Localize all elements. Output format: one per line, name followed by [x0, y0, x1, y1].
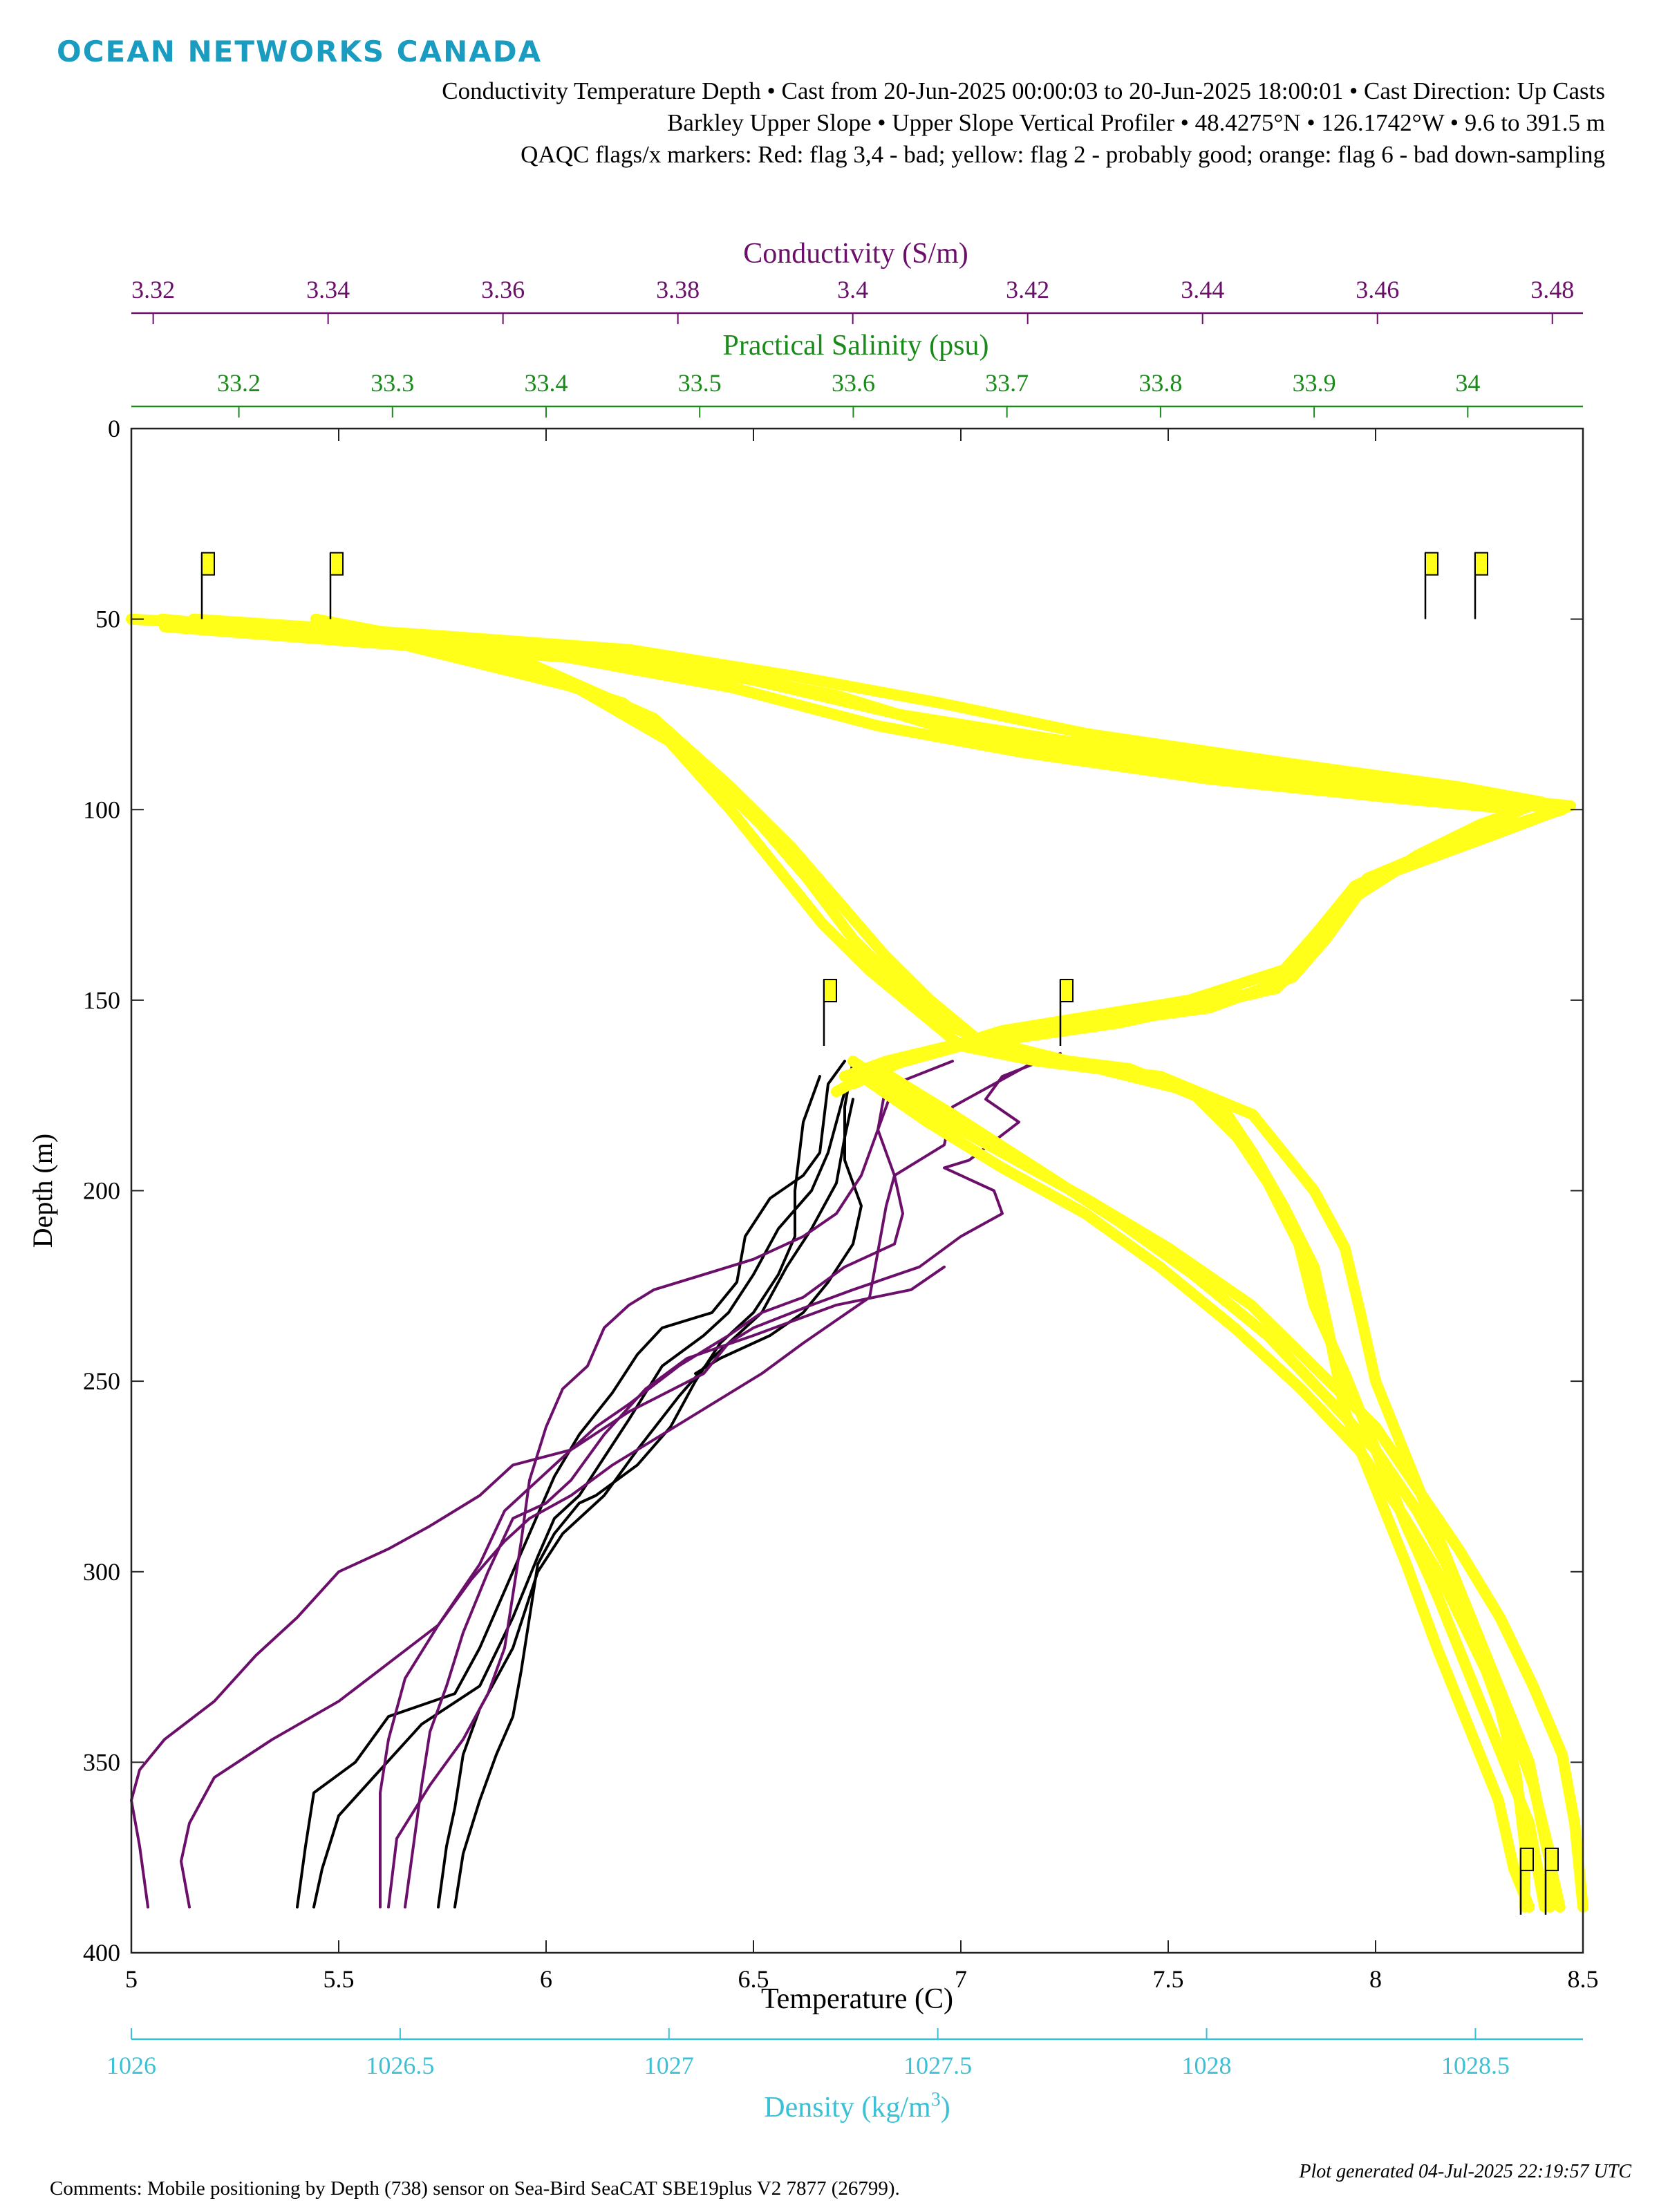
salinity-axis-label: Practical Salinity (psu): [723, 330, 989, 362]
y-axis-label: Depth (m): [27, 1134, 58, 1248]
temperature-tick-label: 7.5: [1153, 1965, 1184, 1993]
temperature-tick-label: 8: [1369, 1965, 1382, 1993]
ocean-networks-canada-logo: OCEAN NETWORKS CANADA: [57, 35, 543, 68]
header-line-3: QAQC flags/x markers: Red: flag 3,4 - ba…: [521, 141, 1605, 168]
qaqc-flag-6: [1059, 979, 1074, 1047]
y-tick-label: 0: [108, 415, 120, 442]
comments-text: Comments: Mobile positioning by Depth (7…: [50, 2177, 900, 2200]
flags-layer: [200, 552, 1559, 1915]
flag-marker: [1545, 1847, 1559, 1871]
series-line-19: [233, 621, 1535, 1913]
salinity-tick-label: 33.8: [1138, 369, 1182, 397]
y-tick-label: 50: [95, 606, 120, 633]
density-tick-label: 1027.5: [903, 2052, 972, 2079]
header-line-1: Conductivity Temperature Depth • Cast fr…: [442, 77, 1605, 104]
salinity-tick-label: 33.2: [217, 369, 261, 397]
header-line-2: Barkley Upper Slope • Upper Slope Vertic…: [667, 109, 1605, 136]
y-tick-label: 250: [83, 1367, 120, 1395]
plot-generated-text: Plot generated 04-Jul-2025 22:19:57 UTC: [1299, 2161, 1631, 2182]
series-line-6: [130, 1052, 1062, 1909]
series-line-9: [387, 1082, 888, 1909]
y-tick-label: 100: [83, 796, 120, 823]
flag-marker: [1520, 1847, 1534, 1871]
flag-marker: [823, 979, 837, 1003]
series-line-7: [180, 1060, 1037, 1909]
series-line-2: [312, 1090, 846, 1909]
qaqc-flag-4: [1474, 552, 1488, 619]
series-line-4: [453, 1075, 821, 1909]
qaqc-flag-5: [823, 979, 837, 1047]
qaqc-flag-7: [1519, 1847, 1534, 1915]
series-line-10: [404, 1265, 946, 1909]
conductivity-axis-label: Conductivity (S/m): [743, 238, 968, 270]
conductivity-tick-label: 3.36: [481, 276, 525, 303]
series-line-3: [437, 1098, 854, 1909]
qaqc-flag-8: [1544, 1847, 1559, 1915]
density-tick-label: 1026: [106, 2052, 156, 2079]
conductivity-tick-label: 3.46: [1356, 276, 1399, 303]
salinity-tick-label: 33.6: [832, 369, 875, 397]
series-line-18: [156, 613, 1566, 1913]
salinity-tick-label: 33.4: [525, 369, 568, 397]
conductivity-tick-label: 3.44: [1181, 276, 1224, 303]
series-line-13: [188, 613, 1547, 1082]
salinity-tick-label: 33.3: [371, 369, 414, 397]
series-line-15: [847, 1056, 1588, 1913]
flag-marker: [1060, 979, 1074, 1003]
temperature-tick-label: 6: [540, 1965, 552, 1993]
qaqc-flag-1: [200, 552, 215, 619]
density-axis-label: Density (kg/m3): [764, 2089, 950, 2124]
salinity-tick-label: 34: [1455, 369, 1480, 397]
temperature-tick-label: 8.5: [1568, 1965, 1599, 1993]
y-tick-label: 150: [83, 986, 120, 1014]
y-tick-label: 200: [83, 1177, 120, 1205]
temperature-tick-label: 6.5: [738, 1965, 769, 1993]
temperature-tick-label: 5.5: [324, 1965, 355, 1993]
temperature-axis-label: Temperature (C): [761, 1983, 953, 2015]
series-line-1: [296, 1060, 846, 1909]
series-line-16: [872, 1063, 1530, 1913]
series-line-17: [856, 1071, 1555, 1913]
salinity-tick-label: 33.9: [1293, 369, 1336, 397]
series-line-8: [379, 1060, 954, 1909]
density-tick-label: 1027: [644, 2052, 694, 2079]
series-layer: [126, 613, 1588, 1913]
conductivity-tick-label: 3.34: [306, 276, 350, 303]
qaqc-flag-3: [1424, 552, 1438, 619]
series-line-5: [694, 1060, 863, 1376]
series-line-14: [209, 625, 1568, 1090]
conductivity-tick-label: 3.32: [131, 276, 175, 303]
flag-marker: [330, 552, 344, 576]
conductivity-tick-label: 3.48: [1530, 276, 1574, 303]
temperature-tick-label: 5: [125, 1965, 138, 1993]
y-tick-label: 400: [83, 1939, 120, 1967]
conductivity-tick-label: 3.38: [656, 276, 700, 303]
axes-layer: 0 50 100 150 200 250 300 350 400 Depth (m) 5 5.5 6 6.…: [27, 238, 1599, 2124]
y-tick-label: 300: [83, 1558, 120, 1586]
density-tick-label: 1028.5: [1441, 2052, 1510, 2079]
conductivity-tick-label: 3.42: [1006, 276, 1049, 303]
temperature-tick-label: 7: [955, 1965, 967, 1993]
density-tick-label: 1028: [1182, 2052, 1232, 2079]
series-line-20: [310, 613, 1550, 1913]
salinity-tick-label: 33.7: [985, 369, 1029, 397]
salinity-tick-label: 33.5: [678, 369, 722, 397]
flag-marker: [1425, 552, 1438, 576]
flag-marker: [1474, 552, 1488, 576]
density-tick-label: 1026.5: [366, 2052, 434, 2079]
conductivity-tick-label: 3.4: [837, 276, 868, 303]
flag-marker: [201, 552, 215, 576]
y-tick-label: 350: [83, 1748, 120, 1776]
qaqc-flag-2: [329, 552, 344, 619]
